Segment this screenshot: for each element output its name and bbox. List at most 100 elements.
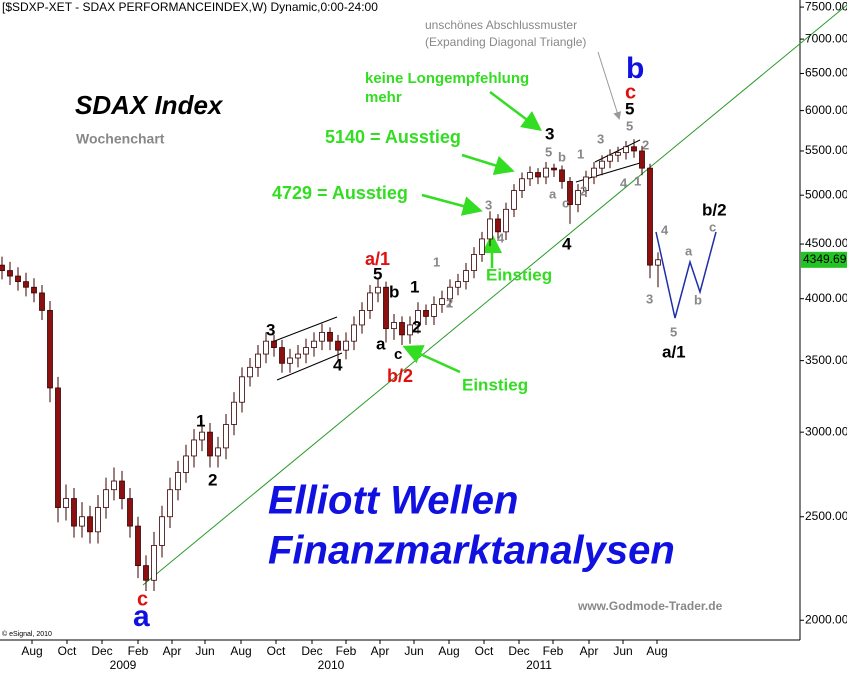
y-tick-label: 7000.00 bbox=[805, 31, 847, 45]
candle-body bbox=[295, 353, 301, 359]
candle-body bbox=[527, 172, 533, 180]
candle-body bbox=[87, 516, 93, 533]
candle-body bbox=[471, 254, 477, 271]
y-tick-label: 5000.00 bbox=[805, 187, 847, 201]
x-tick-label: Oct bbox=[58, 644, 77, 658]
candle-body bbox=[143, 565, 149, 581]
annotation: 2 bbox=[642, 137, 649, 152]
annotation: mehr bbox=[365, 89, 402, 106]
candle-body bbox=[63, 498, 69, 508]
candle-body bbox=[319, 331, 325, 342]
annotation: b bbox=[626, 52, 644, 85]
candle-body bbox=[151, 545, 157, 581]
annotation: 1 bbox=[433, 254, 440, 269]
annotation: 3 bbox=[597, 131, 604, 146]
annotation: 4 bbox=[661, 222, 669, 237]
candle-body bbox=[463, 270, 469, 283]
x-tick-label: Dec bbox=[91, 644, 112, 658]
annotation: b bbox=[694, 292, 702, 307]
candle-body bbox=[455, 281, 461, 288]
candle-body bbox=[519, 178, 525, 191]
annotation: 4729 = Ausstieg bbox=[272, 183, 408, 203]
candle-body bbox=[647, 167, 653, 266]
candle-body bbox=[119, 480, 125, 499]
arrow bbox=[489, 91, 542, 131]
candle-body bbox=[479, 238, 485, 255]
x-tick-label: Jun bbox=[195, 644, 214, 658]
candle-body bbox=[415, 310, 421, 326]
annotation: 2 bbox=[208, 470, 217, 489]
candle-body bbox=[487, 218, 493, 240]
candle-body bbox=[399, 322, 405, 336]
annotation: Elliott Wellen bbox=[268, 479, 518, 523]
candle-body bbox=[623, 146, 629, 154]
candle-body bbox=[327, 331, 333, 342]
annotation: 5 bbox=[545, 144, 552, 159]
candle-body bbox=[351, 324, 357, 342]
x-tick-label: Feb bbox=[543, 644, 564, 658]
annotation: 4 bbox=[333, 355, 343, 374]
candle-body bbox=[39, 292, 45, 311]
x-tick-label: Dec bbox=[508, 644, 529, 658]
candle-body bbox=[311, 340, 317, 348]
annotation: 2 bbox=[580, 183, 587, 198]
year-label: 2009 bbox=[110, 658, 137, 672]
annotation: Finanzmarktanalysen bbox=[268, 529, 675, 573]
x-tick-label: Apr bbox=[163, 644, 182, 658]
annotations: SDAX Index Wochenchart © eSignal, 2010 www.… bbox=[2, 18, 727, 638]
y-tick-label: 3500.00 bbox=[805, 353, 847, 367]
candle-body bbox=[343, 340, 349, 351]
candle-body bbox=[335, 340, 341, 351]
arrow bbox=[461, 153, 515, 176]
annotation: www.Godmode-Trader.de bbox=[577, 599, 723, 613]
trend-line bbox=[142, 4, 847, 586]
candle-body bbox=[191, 439, 197, 457]
candle-body bbox=[215, 447, 221, 457]
x-tick-label: Jun bbox=[613, 644, 632, 658]
annotation: 1 bbox=[634, 173, 641, 188]
annotation: c bbox=[394, 346, 402, 363]
candle-body bbox=[575, 190, 581, 205]
candle-body bbox=[255, 353, 261, 368]
y-tick-label: 2500.00 bbox=[805, 509, 847, 523]
annotation: c bbox=[709, 219, 716, 234]
candle-body bbox=[31, 286, 37, 294]
annotation: c bbox=[562, 195, 569, 210]
annotation: c bbox=[137, 588, 148, 610]
candle-body bbox=[591, 167, 597, 178]
candle-body bbox=[607, 154, 613, 162]
annotation: SDAX Index bbox=[75, 90, 224, 120]
arrow bbox=[421, 193, 483, 216]
annotation: © eSignal, 2010 bbox=[2, 630, 52, 638]
last-price-box bbox=[801, 251, 847, 268]
x-tick-label: Apr bbox=[580, 644, 599, 658]
arrow bbox=[402, 345, 461, 374]
annotation: 5 bbox=[626, 118, 633, 133]
candle-body bbox=[231, 401, 237, 425]
annotation: 2 bbox=[446, 295, 453, 310]
annotation: b/2 bbox=[387, 366, 413, 386]
candle-body bbox=[7, 270, 13, 277]
candle-body bbox=[639, 150, 645, 169]
annotation: 5 bbox=[670, 324, 677, 339]
candle-body bbox=[223, 424, 229, 449]
candle-body bbox=[15, 275, 21, 283]
annotation: b/2 bbox=[702, 200, 727, 219]
candle-body bbox=[511, 190, 517, 210]
y-tick-label: 6000.00 bbox=[805, 103, 847, 117]
candle-body bbox=[103, 489, 109, 508]
annotation: a/1 bbox=[365, 249, 390, 269]
annotation: 5 bbox=[625, 99, 634, 118]
candle-body bbox=[0, 264, 5, 271]
annotation: a bbox=[685, 243, 693, 258]
annotation: 1 bbox=[410, 277, 419, 296]
year-label: 2011 bbox=[526, 658, 552, 672]
candles bbox=[0, 139, 661, 592]
candle-body bbox=[447, 286, 453, 300]
y-tick-label: 7500.00 bbox=[805, 0, 847, 13]
candle-body bbox=[263, 340, 269, 355]
candle-body bbox=[407, 324, 413, 336]
candle-body bbox=[551, 167, 557, 171]
candle-body bbox=[375, 286, 381, 294]
